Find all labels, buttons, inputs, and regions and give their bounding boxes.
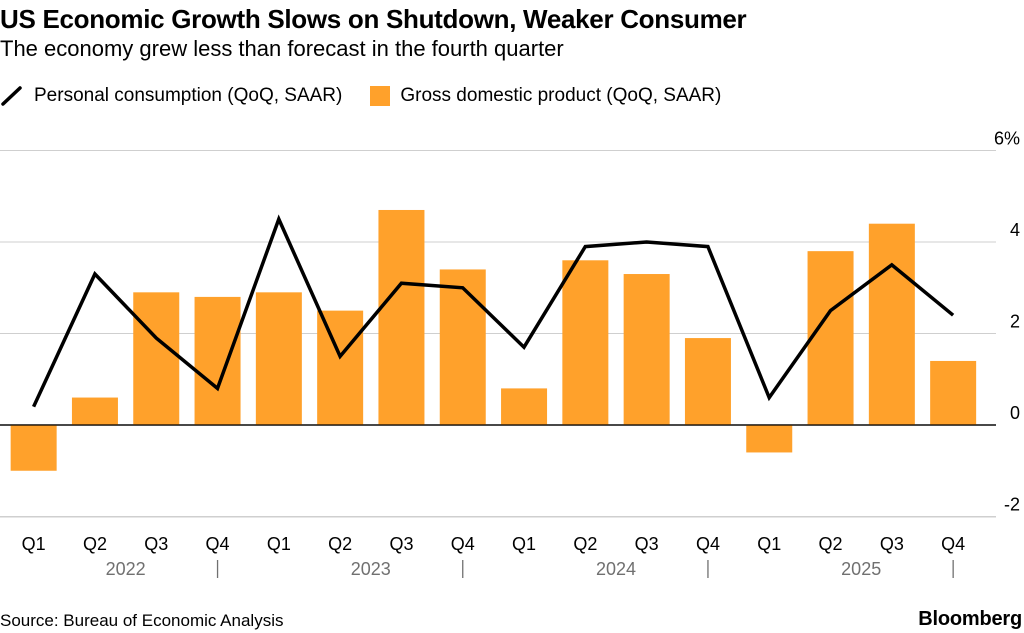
x-tick-label: Q4 <box>941 534 965 554</box>
year-label: 2025 <box>841 559 881 579</box>
x-tick-label: Q4 <box>451 534 475 554</box>
legend-item-gdp: Gross domestic product (QoQ, SAAR) <box>370 85 721 107</box>
legend-line-label: Personal consumption (QoQ, SAAR) <box>34 85 343 106</box>
year-label: 2022 <box>106 559 146 579</box>
gdp-bar <box>71 397 118 425</box>
y-tick-label: 2 <box>1010 312 1020 332</box>
gdp-bar <box>255 292 302 425</box>
y-tick-label: 4 <box>1010 220 1020 240</box>
chart-title: US Economic Growth Slows on Shutdown, We… <box>0 4 747 34</box>
gdp-bar <box>378 209 425 425</box>
legend-bar-label: Gross domestic product (QoQ, SAAR) <box>400 85 722 106</box>
brand-logo: Bloomberg <box>918 608 1022 630</box>
x-tick-label: Q2 <box>328 534 352 554</box>
legend-line-swatch <box>1 86 22 106</box>
consumption-line <box>32 214 955 408</box>
gdp-bar <box>317 310 364 425</box>
x-tick-label: Q3 <box>389 534 413 554</box>
chart-subtitle: The economy grew less than forecast in t… <box>0 36 564 61</box>
x-tick-label: Q4 <box>696 534 720 554</box>
gdp-bar <box>684 338 731 425</box>
x-tick-label: Q1 <box>512 534 536 554</box>
year-label: 2023 <box>351 559 391 579</box>
gdp-bar <box>501 388 548 425</box>
x-tick-label: Q1 <box>757 534 781 554</box>
gdp-bar <box>868 223 915 425</box>
legend-item-consumption: Personal consumption (QoQ, SAAR) <box>0 85 342 107</box>
x-tick-label: Q2 <box>83 534 107 554</box>
legend: Personal consumption (QoQ, SAAR) Gross d… <box>0 84 749 108</box>
legend-bar-swatch <box>370 86 391 106</box>
x-tick-label: Q1 <box>267 534 291 554</box>
x-tick-label: Q2 <box>573 534 597 554</box>
gdp-bar <box>10 425 57 471</box>
x-tick-label: Q1 <box>22 534 46 554</box>
gdp-bar <box>623 274 670 425</box>
y-tick-label: 0 <box>1010 403 1020 423</box>
y-tick-label: 6% <box>994 129 1020 149</box>
source-note: Source: Bureau of Economic Analysis <box>0 611 284 630</box>
gdp-bar <box>562 260 609 425</box>
x-tick-label: Q3 <box>880 534 904 554</box>
x-tick-label: Q3 <box>635 534 659 554</box>
gdp-bar <box>194 296 241 425</box>
y-tick-label: -2 <box>1004 495 1020 515</box>
x-tick-label: Q3 <box>144 534 168 554</box>
gdp-bar <box>746 425 793 453</box>
gdp-bar <box>807 251 854 425</box>
x-tick-label: Q4 <box>206 534 230 554</box>
chart-area: -2 0 2 4 6% Q1 Q2 Q3 Q4 Q1 Q2 Q3 Q4 Q1 Q2 Q3 Q4 Q1 Q2 Q3 Q4 2… <box>0 129 1020 579</box>
gdp-bar <box>133 292 180 425</box>
gdp-bar <box>930 360 977 425</box>
gdp-bar <box>439 269 486 425</box>
year-label: 2024 <box>596 559 636 579</box>
x-tick-label: Q2 <box>819 534 843 554</box>
